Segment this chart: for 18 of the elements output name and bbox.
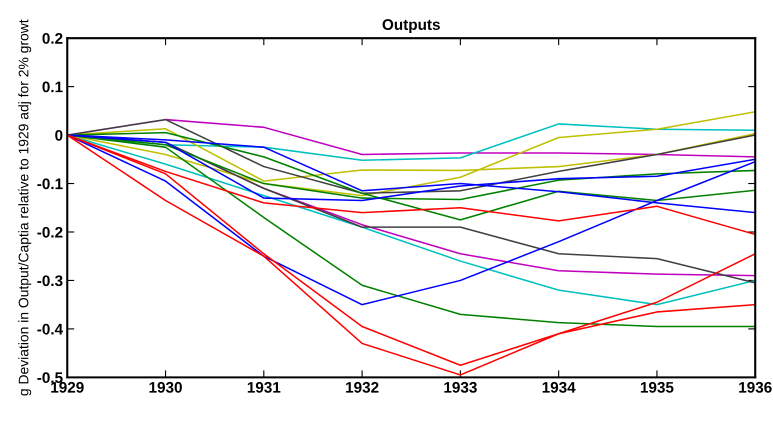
x-tick-label: 1936 (739, 382, 772, 393)
y-tick-label: 0.2 (42, 33, 62, 44)
y-axis-title: g Deviation in Output/Captia relative to 1929 adj for 2% growt (18, 19, 32, 396)
y-tick-label: 0 (55, 130, 62, 141)
y-tick-label: -0.2 (37, 226, 62, 238)
x-tick-label: 1930 (150, 382, 182, 393)
y-tick-label: -0.3 (37, 275, 63, 286)
chart-title: Outputs (382, 19, 440, 33)
x-tick-label: 1935 (640, 382, 674, 393)
x-tick-label: 1929 (51, 382, 84, 393)
y-tick-label: -0.1 (37, 178, 63, 190)
y-tick-label: 0.1 (42, 81, 63, 92)
y-tick-label: -0.5 (37, 372, 63, 384)
x-tick-label: 1931 (248, 382, 280, 393)
y-tick-label: -0.4 (37, 324, 64, 335)
x-tick-label: 1932 (346, 382, 378, 393)
x-tick-label: 1934 (542, 382, 576, 393)
x-tick-label: 1933 (444, 382, 477, 393)
